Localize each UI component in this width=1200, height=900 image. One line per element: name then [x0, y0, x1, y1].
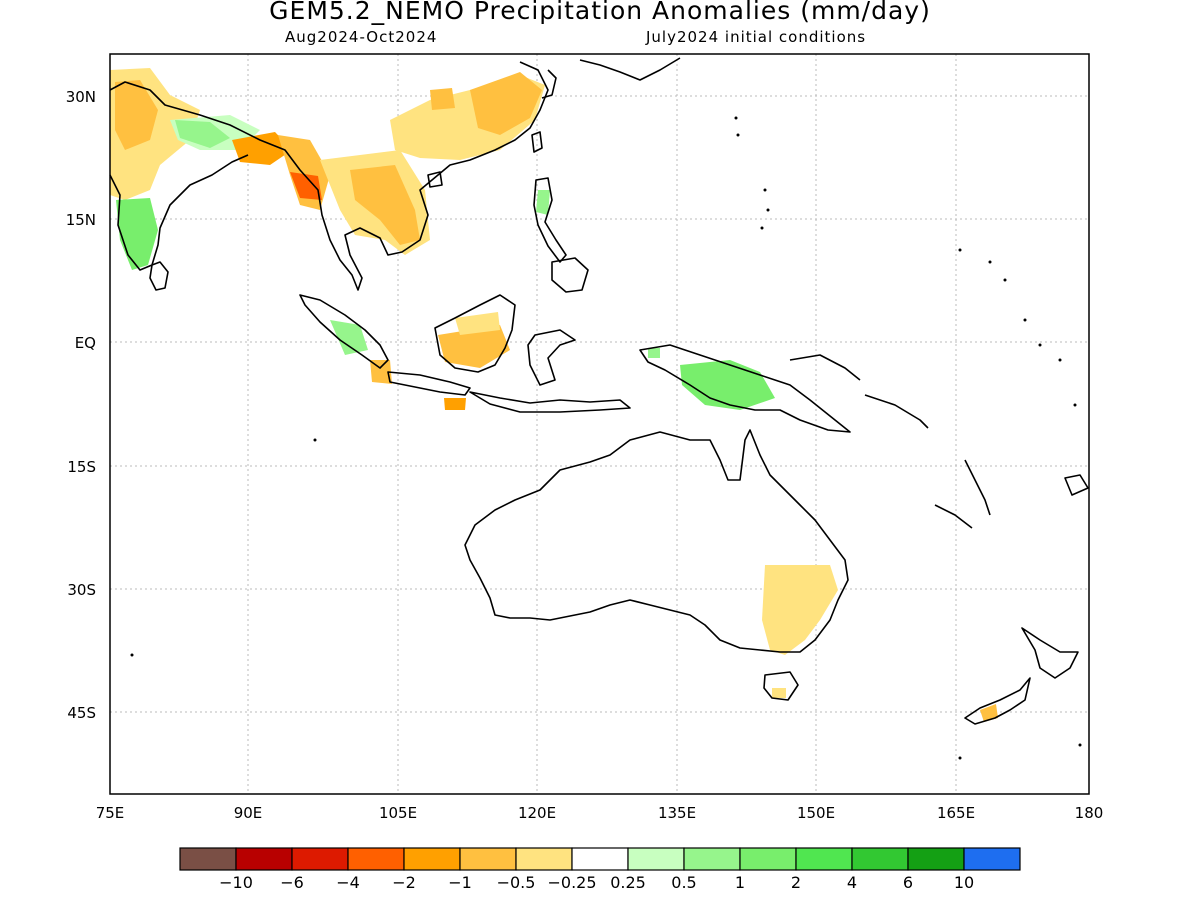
colorbar-label: −0.5: [497, 873, 536, 892]
anomaly-java-dry: [370, 360, 392, 384]
anomaly-myanmar-wet: [290, 172, 322, 200]
lon-tick: 90E: [234, 804, 263, 822]
anomaly-png-wet: [680, 360, 775, 410]
anomaly-borneo-dry: [438, 325, 510, 368]
anomaly-philippines-wet: [536, 190, 550, 215]
lon-axis: 75E 90E 105E 120E 135E 150E 165E 180: [96, 804, 1104, 822]
anomaly-india-dry-core: [115, 80, 158, 150]
colorbar-label: 4: [847, 873, 857, 892]
colorbar-label: −1: [448, 873, 472, 892]
anomaly-tibet-wet: [175, 120, 230, 148]
coast-png-north: [789, 354, 861, 381]
coastlines: [109, 57, 1089, 725]
coast-taiwan: [531, 131, 543, 153]
colorbar-swatch: [459, 847, 517, 871]
anomaly-tasmania-dry: [772, 688, 786, 698]
colorbar-label: 0.5: [671, 873, 696, 892]
colorbar-swatch: [235, 847, 293, 871]
lat-tick: 30N: [66, 88, 96, 106]
forecast-period: Aug2024-Oct2024: [285, 28, 438, 46]
colorbar-label: 0.25: [610, 873, 646, 892]
coast-hainan: [427, 171, 443, 188]
coast-vanuatu: [964, 459, 991, 516]
anomaly-se-australia-dry: [762, 565, 838, 655]
anomaly-indochina-dry-core: [350, 165, 420, 245]
coast-java: [387, 371, 471, 396]
colorbar-label: −2: [392, 873, 416, 892]
anomaly-nz-dry: [980, 704, 998, 722]
coast-australia: [464, 429, 849, 653]
lat-tick: 30S: [67, 581, 96, 599]
colorbar-label: −0.25: [547, 873, 596, 892]
gridlines: [110, 54, 1089, 794]
coast-mindanao: [551, 257, 589, 293]
colorbar-swatch: [851, 847, 909, 871]
coast-india: [109, 154, 249, 271]
colorbar: −10 −6 −4 −2 −1 −0.5 −0.25 0.25 0.5 1 2 4 6 10: [179, 847, 1021, 892]
coast-sri-lanka: [149, 261, 169, 291]
colorbar-swatch: [627, 847, 685, 871]
colorbar-swatch: [347, 847, 405, 871]
coast-lesser-sunda: [469, 391, 631, 413]
lat-tick: 45S: [67, 704, 96, 722]
colorbar-swatch: [907, 847, 965, 871]
coast-luzon: [533, 177, 567, 263]
anomaly-bali-dry: [444, 398, 466, 410]
coast-asia: [109, 61, 549, 291]
anomaly-china-dry-core: [470, 72, 542, 135]
lat-tick: 15N: [66, 211, 96, 229]
colorbar-label: 1: [735, 873, 745, 892]
lon-tick: 165E: [937, 804, 975, 822]
anomaly-sumatra-wet: [330, 320, 368, 355]
coast-japan: [579, 57, 681, 81]
lat-tick: EQ: [75, 334, 96, 352]
initial-conditions: July2024 initial conditions: [646, 28, 867, 46]
colorbar-swatch: [515, 847, 573, 871]
coast-nz-north: [1021, 627, 1079, 679]
colorbar-label: 10: [954, 873, 974, 892]
lon-tick: 135E: [658, 804, 696, 822]
coast-new-caledonia: [934, 504, 973, 529]
colorbar-label: −4: [336, 873, 360, 892]
lon-tick: 75E: [96, 804, 125, 822]
coast-sumatra: [299, 294, 389, 369]
lon-tick: 105E: [379, 804, 417, 822]
coast-solomons: [864, 394, 929, 429]
coast-sulawesi: [527, 329, 576, 386]
lon-tick: 150E: [797, 804, 835, 822]
colorbar-swatch: [291, 847, 349, 871]
colorbar-swatch: [571, 847, 629, 871]
lon-tick: 180: [1075, 804, 1104, 822]
colorbar-swatch: [963, 847, 1021, 871]
colorbar-swatch: [683, 847, 741, 871]
map-frame: [109, 53, 1090, 795]
anomaly-png-wet-2: [648, 348, 660, 358]
colorbar-label: −10: [219, 873, 253, 892]
colorbar-label: 2: [791, 873, 801, 892]
lon-tick: 120E: [518, 804, 556, 822]
coast-nz-south: [964, 677, 1031, 725]
coast-fiji: [1064, 474, 1089, 496]
colorbar-swatch: [179, 847, 237, 871]
anomaly-myanmar-dry: [278, 135, 330, 210]
island-dots: [130, 116, 1082, 760]
anomaly-india-wet: [116, 198, 158, 270]
colorbar-swatch: [739, 847, 797, 871]
anomaly-china-dry-2: [430, 88, 455, 110]
anomaly-bangladesh-dry: [232, 132, 292, 165]
coast-tasmania: [763, 671, 799, 701]
anomaly-shading: [110, 68, 998, 722]
coast-borneo: [434, 294, 516, 373]
colorbar-swatch: [403, 847, 461, 871]
colorbar-label: 6: [903, 873, 913, 892]
colorbar-swatch: [795, 847, 853, 871]
map-title: GEM5.2_NEMO Precipitation Anomalies (mm/…: [269, 0, 931, 25]
lat-tick: 15S: [67, 458, 96, 476]
lat-axis: 30N 15N EQ 15S 30S 45S: [66, 88, 96, 722]
coast-new-guinea: [639, 344, 851, 433]
anomaly-borneo-dry-light: [455, 312, 500, 335]
coast-korea: [541, 69, 557, 99]
colorbar-label: −6: [280, 873, 304, 892]
